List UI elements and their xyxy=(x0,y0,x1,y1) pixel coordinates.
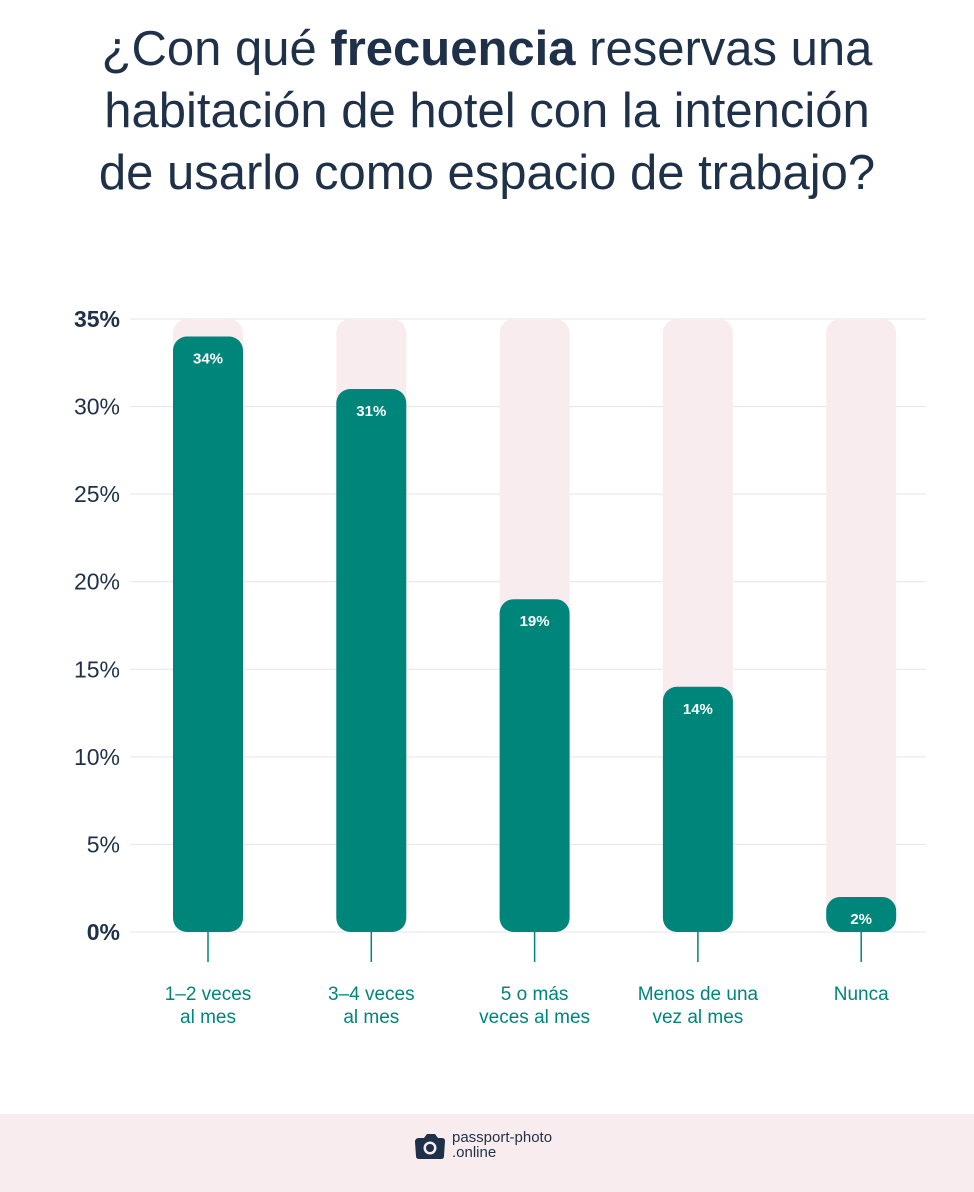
title-line-1: ¿Con qué frecuencia reservas una xyxy=(0,18,974,80)
bar xyxy=(336,389,407,932)
title-line-1-end: reservas una xyxy=(575,22,873,76)
x-category-label-line: Menos de una xyxy=(638,984,759,1005)
x-category-label-line: 5 o más xyxy=(501,984,569,1005)
data-label: 14% xyxy=(683,701,713,718)
x-category-label: Nunca xyxy=(834,984,889,1005)
title-line-3: de usarlo como espacio de trabajo? xyxy=(98,146,876,200)
bar xyxy=(499,599,570,932)
brand-line-2: .online xyxy=(452,1144,497,1161)
data-label: 2% xyxy=(850,911,872,928)
bar xyxy=(826,896,897,932)
y-tick-label: 15% xyxy=(74,656,120,682)
x-category-label-line: veces al mes xyxy=(479,1007,590,1028)
x-category-label-line: al mes xyxy=(343,1007,399,1028)
x-category-label: Menos de una vez al mes xyxy=(638,984,759,1028)
x-category-label-line: al mes xyxy=(180,1007,236,1028)
bar xyxy=(173,336,243,932)
x-category-label-line: 1–2 veces xyxy=(165,984,252,1005)
y-tick-label: 25% xyxy=(74,481,120,507)
data-label: 31% xyxy=(356,403,386,420)
x-category-label-line: Nunca xyxy=(834,984,889,1005)
bar-track xyxy=(826,319,897,932)
bar-chart: 0%5%10%15%20%25%30%35%34%1–2 veces al mes… xyxy=(74,306,926,1028)
brand-logo-text: passport-photo .online xyxy=(452,1130,552,1160)
y-tick-label: 20% xyxy=(74,569,120,595)
brand-line-1: passport-photo xyxy=(452,1129,553,1146)
x-category-label: 1–2 veces al mes xyxy=(165,984,252,1028)
y-tick-label: 5% xyxy=(87,831,120,857)
title-line-2: habitación de hotel con la intención xyxy=(104,84,870,138)
footer-bar xyxy=(0,1114,974,1192)
bar xyxy=(662,686,733,932)
x-category-label: 3–4 veces al mes xyxy=(328,984,415,1028)
x-category-label: 5 o más veces al mes xyxy=(479,984,590,1028)
camera-icon xyxy=(415,1134,445,1159)
data-label: 19% xyxy=(520,613,550,630)
title-line-1-start: ¿Con qué xyxy=(101,22,331,76)
data-label: 34% xyxy=(193,351,223,368)
x-category-label-line: vez al mes xyxy=(652,1007,743,1028)
y-tick-label: 0% xyxy=(87,919,120,945)
chart-title: ¿Con qué frecuencia reservas una habitac… xyxy=(0,18,974,204)
x-category-label-line: 3–4 veces xyxy=(328,984,415,1005)
y-tick-label: 35% xyxy=(74,306,120,332)
y-tick-label: 10% xyxy=(74,744,120,770)
y-tick-label: 30% xyxy=(74,394,120,420)
title-emphasis: frecuencia xyxy=(330,22,576,76)
